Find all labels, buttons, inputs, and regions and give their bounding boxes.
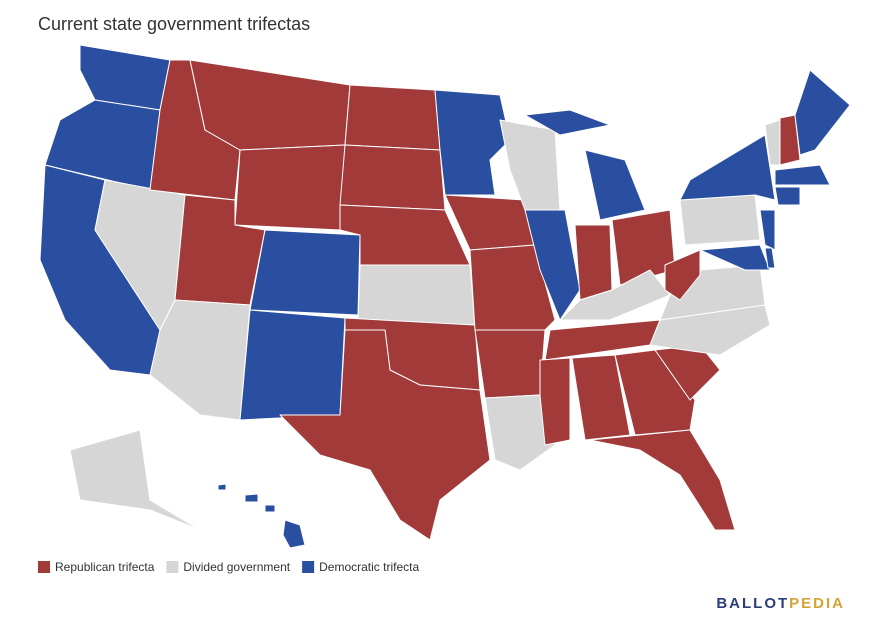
state xyxy=(484,394,556,471)
state xyxy=(524,209,581,321)
state xyxy=(559,269,671,321)
state xyxy=(344,84,441,151)
legend-label: Divided government xyxy=(183,560,290,574)
state xyxy=(574,224,613,301)
state xyxy=(217,483,227,491)
brand-second: PEDIA xyxy=(789,595,845,612)
state xyxy=(614,349,696,436)
state xyxy=(44,99,161,191)
state xyxy=(469,244,556,331)
state xyxy=(539,357,571,446)
legend-swatch xyxy=(302,561,315,573)
state xyxy=(699,244,771,271)
legend-label: Democratic trifecta xyxy=(319,560,419,574)
state xyxy=(794,69,851,156)
state xyxy=(571,354,631,441)
state xyxy=(69,429,201,531)
state xyxy=(679,194,761,246)
state xyxy=(664,249,701,301)
state xyxy=(584,149,646,221)
state xyxy=(759,209,776,251)
legend-swatch xyxy=(166,561,179,573)
brand-first: BALLOT xyxy=(716,595,789,612)
state xyxy=(282,519,306,549)
state xyxy=(764,247,776,269)
brand: BALLOTPEDIA xyxy=(716,595,845,612)
state xyxy=(234,144,346,231)
state xyxy=(774,186,801,206)
state xyxy=(244,493,259,503)
legend-label: Republican trifecta xyxy=(55,560,155,574)
legend: Republican trifecta Divided government Dem… xyxy=(38,560,419,574)
state xyxy=(249,229,361,316)
map-title: Current state government trifectas xyxy=(38,14,310,34)
state xyxy=(149,299,251,421)
state xyxy=(239,309,346,421)
state xyxy=(279,329,491,541)
state xyxy=(357,264,476,326)
state xyxy=(524,109,611,136)
state xyxy=(779,114,801,166)
state xyxy=(774,164,831,186)
state xyxy=(474,329,546,399)
state xyxy=(339,144,446,211)
state xyxy=(264,504,276,513)
legend-swatch xyxy=(38,561,50,573)
state xyxy=(589,429,736,531)
state xyxy=(434,89,511,196)
states xyxy=(39,44,851,549)
state xyxy=(679,134,776,201)
